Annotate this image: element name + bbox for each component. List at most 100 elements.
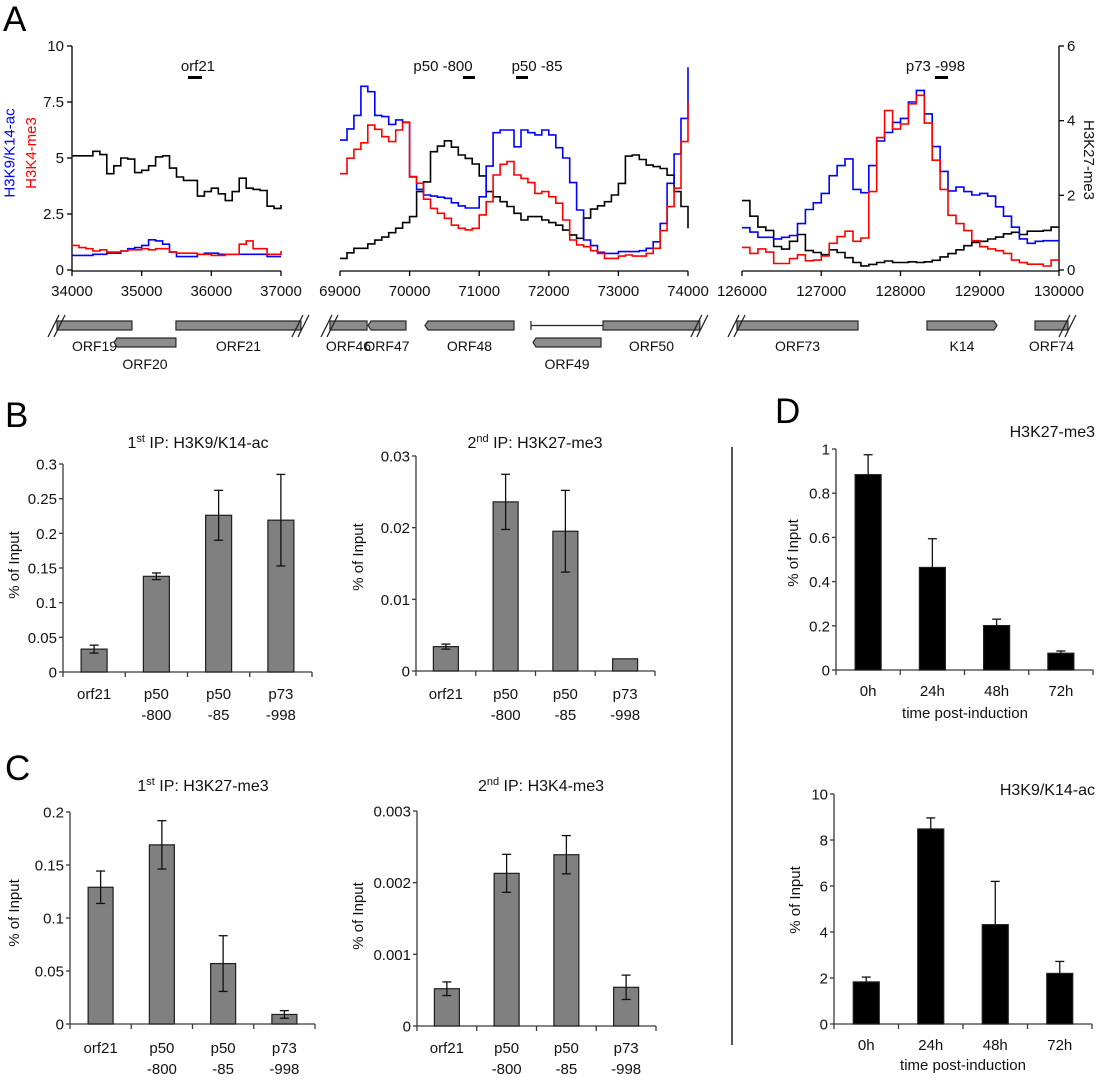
y-axis-label: % of Input: [350, 522, 367, 590]
chart-title: 1st IP: H3K27-me3: [137, 776, 268, 795]
amplicon-marker: [462, 76, 476, 79]
category-label: p50: [144, 686, 169, 703]
category-label: 48h: [984, 683, 1009, 700]
category-label: p50: [149, 1040, 174, 1057]
bar: [854, 474, 882, 671]
amplicon-label: orf21: [181, 58, 215, 75]
x-tick-label: 129000: [955, 283, 1005, 300]
x-tick-label: 35000: [121, 283, 163, 300]
category-label: 72h: [1047, 1037, 1072, 1054]
category-label: p50: [553, 686, 578, 703]
right-y-tick-label: 2: [1067, 187, 1075, 204]
chart-title: 2nd IP: H3K27-me3: [468, 433, 603, 452]
trace-h3k27-me3: [72, 150, 282, 210]
gene-label: ORF20: [122, 356, 167, 372]
bar-chart-d1: H3K27-me3 0 0.2 0.4 0.6 0.8 1 % of Input time po…: [785, 424, 1095, 722]
title-ordinal-suffix: nd: [487, 776, 499, 788]
y-tick-label: 0.01: [381, 592, 410, 609]
bar: [142, 575, 170, 673]
x-tick-label: 127000: [796, 283, 846, 300]
x-tick-label: 126000: [717, 283, 767, 300]
y-tick-label: 6: [820, 879, 828, 896]
title-text: IP: H3K4-me3: [499, 778, 604, 795]
gene-label: ORF48: [447, 338, 492, 354]
y-axis-label: % of Input: [6, 878, 23, 946]
y-tick-label: 1: [822, 442, 830, 459]
left-y-axis-label-h3k4me3: H3K4-me3: [23, 117, 40, 189]
category-label: p50: [494, 1040, 519, 1057]
y-tick-label: 10: [811, 787, 828, 804]
bar: [493, 872, 520, 1027]
amplicon-marker: [934, 76, 948, 79]
category-label: -800: [147, 1061, 177, 1078]
category-label: -85: [212, 1061, 234, 1078]
category-label: 48h: [983, 1037, 1008, 1054]
gene-label: ORF19: [72, 338, 117, 354]
gene-label: ORF49: [544, 356, 589, 372]
chart-title: 1st IP: H3K9/K14-ac: [127, 433, 268, 452]
bar: [852, 981, 880, 1025]
amplicon-label: p50 -800: [413, 58, 472, 75]
title-ordinal: 2: [478, 778, 487, 795]
left-y-tick-label: 2.5: [43, 206, 64, 223]
panel-letter-c: C: [5, 749, 30, 788]
x-tick-label: 70000: [389, 283, 431, 300]
category-label: p50: [206, 686, 231, 703]
category-label: 24h: [918, 1037, 943, 1054]
bar-chart-b1: 1st IP: H3K9/K14-ac 0 0.05 0.1 0.15 0.2 0.25 0.…: [6, 433, 313, 724]
category-label: p50: [211, 1040, 236, 1057]
gene-orf46: [329, 320, 368, 331]
panel-letter-b: B: [5, 396, 28, 435]
y-tick-label: 0.2: [809, 618, 830, 635]
break-mark-icon: [696, 314, 709, 338]
x-axis-label: time post-induction: [902, 705, 1028, 722]
title-text: IP: H3K27-me3: [489, 435, 603, 452]
title-ordinal: 1: [137, 778, 146, 795]
y-tick-label: 0.003: [373, 804, 411, 821]
gene-orf49: [532, 337, 602, 348]
y-tick-label: 0.25: [28, 491, 57, 508]
gene-orf20: [113, 337, 177, 348]
category-label: -800: [492, 1061, 522, 1078]
category-label: 72h: [1048, 683, 1073, 700]
left-y-tick-label: 7.5: [43, 94, 64, 111]
bar: [918, 566, 946, 671]
trace-h3k4-me3: [742, 94, 1059, 267]
trace-h3k9-k14-ac: [340, 67, 689, 255]
bar-chart-c2: 2nd IP: H3K4-me3 0 0.001 0.002 0.003 % of Inp…: [350, 776, 657, 1078]
right-y-tick-label: 4: [1067, 113, 1075, 130]
chart-title: H3K27-me3: [1010, 424, 1095, 441]
genomic-region-2: 69000 70000 71000 72000 73000 74000 p50 -800 p5…: [319, 58, 709, 372]
gene-orf19: [56, 320, 133, 331]
right-y-tick-label: 6: [1067, 38, 1075, 55]
break-mark-icon: [291, 314, 304, 338]
gene-label: ORF74: [1029, 338, 1074, 354]
genomic-region-3: 126000 127000 128000 129000 130000 p73 -998 OR…: [717, 58, 1084, 354]
bar: [432, 646, 459, 672]
title-text: H3K27-me3: [1010, 424, 1095, 441]
y-tick-label: 0.4: [809, 574, 830, 591]
y-tick-label: 0.15: [28, 561, 57, 578]
category-label: p73: [268, 686, 293, 703]
category-label: orf21: [430, 1040, 464, 1057]
left-y-axis-label-acetyl: H3K9/K14-ac: [2, 108, 19, 198]
y-tick-label: 0.05: [35, 964, 64, 981]
amplicon-label: p73 -998: [906, 58, 965, 75]
bar-chart-b2: 2nd IP: H3K27-me3 0 0.01 0.02 0.03 % of Input…: [350, 433, 656, 724]
break-mark-icon: [727, 314, 740, 338]
y-tick-label: 0.02: [381, 520, 410, 537]
category-label: 0h: [860, 683, 877, 700]
gene-k14: [926, 320, 998, 331]
category-label: orf21: [77, 686, 111, 703]
bar: [205, 514, 233, 673]
category-label: p73: [613, 686, 638, 703]
x-tick-label: 130000: [1034, 283, 1084, 300]
panel-letter-d: D: [775, 392, 800, 431]
chart-title: 2nd IP: H3K4-me3: [478, 776, 604, 795]
category-label: -85: [555, 707, 577, 724]
bar: [1046, 972, 1074, 1025]
y-tick-label: 0.03: [381, 449, 410, 466]
title-text: IP: H3K9/K14-ac: [145, 435, 269, 452]
x-tick-label: 34000: [51, 283, 93, 300]
